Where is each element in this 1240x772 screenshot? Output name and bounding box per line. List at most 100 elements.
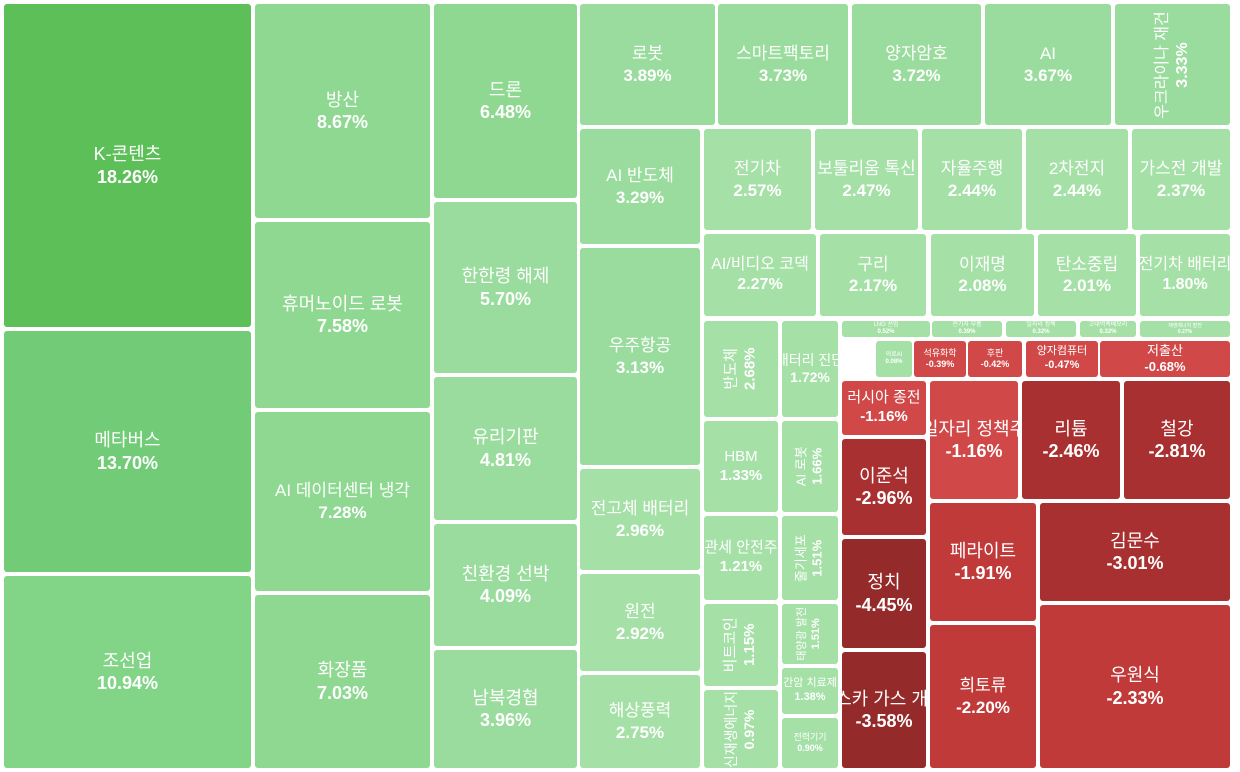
tile-change-label: 7.28% — [318, 502, 367, 522]
treemap-tile[interactable]: 페라이트 -1.91% — [930, 503, 1036, 621]
treemap-tile[interactable]: 자율주행 2.44% — [922, 129, 1022, 230]
tile-change-label: -0.42% — [980, 359, 1010, 369]
tile-name: AI 반도체 — [606, 166, 674, 186]
treemap-tile[interactable]: 양자암호 3.72% — [852, 4, 981, 125]
treemap-tile[interactable]: 신재생에너지 0.97% — [704, 690, 778, 768]
tile-change-label: 3.73% — [758, 65, 808, 85]
tile-name: 신재생에너지 — [723, 690, 740, 768]
tile-change-label: 2.44% — [1052, 180, 1102, 200]
treemap-tile[interactable]: 철강 -2.81% — [1124, 381, 1230, 499]
tile-name: 고대역폭메모리 — [1088, 321, 1128, 328]
tile-change-label: -3.58% — [855, 711, 913, 731]
tile-name: 알래스카 가스 개발 프 — [842, 688, 926, 709]
treemap-tile[interactable]: 전고체 배터리 2.96% — [580, 469, 700, 570]
treemap-tile[interactable]: LNG 선업 0.52% — [842, 321, 930, 337]
treemap-tile[interactable]: 드론 6.48% — [434, 4, 577, 198]
treemap-tile[interactable]: AI 로봇 1.66% — [782, 421, 838, 512]
treemap-tile[interactable]: 배터리 진단 1.72% — [782, 321, 838, 417]
treemap-tile[interactable]: 우원식 -2.33% — [1040, 605, 1230, 768]
treemap-tile[interactable]: 우주항공 3.13% — [580, 248, 700, 465]
tile-name: 희토류 — [959, 676, 1007, 696]
treemap-tile[interactable]: 보툴리움 톡신 2.47% — [815, 129, 918, 230]
treemap-tile[interactable]: 2차전지 2.44% — [1026, 129, 1128, 230]
treemap-tile[interactable]: 원전 2.92% — [580, 574, 700, 671]
tile-name: 원전 — [624, 602, 656, 622]
treemap-tile[interactable]: 가스전 개발 2.37% — [1132, 129, 1230, 230]
treemap-tile[interactable]: 로봇 3.89% — [580, 4, 715, 125]
tile-name: 재생에너지 발전 — [1168, 322, 1202, 329]
treemap-tile[interactable]: 희토류 -2.20% — [930, 625, 1036, 768]
treemap-tile[interactable]: AI/비디오 코덱 2.27% — [704, 234, 816, 316]
treemap-tile[interactable]: 정치 -4.45% — [842, 539, 926, 648]
treemap-tile[interactable]: 반도체 2.68% — [704, 321, 778, 417]
tile-change-label: 2.92% — [615, 623, 665, 643]
treemap-tile[interactable]: 고대역폭메모리 0.32% — [1080, 321, 1136, 337]
treemap-tile[interactable]: 화장품 7.03% — [255, 595, 430, 768]
treemap-tile[interactable]: 스마트팩토리 3.73% — [718, 4, 848, 125]
treemap-tile[interactable]: 친환경 선박 4.09% — [434, 524, 577, 646]
tile-name: 우주항공 — [608, 336, 672, 356]
treemap-tile[interactable]: 메타버스 13.70% — [4, 331, 251, 572]
tile-name: 메타버스 — [94, 430, 161, 450]
treemap-tile[interactable]: AI 데이터센터 냉각 7.28% — [255, 412, 430, 591]
treemap-tile[interactable]: 간암 치료제 1.38% — [782, 668, 838, 714]
treemap-tile[interactable]: 우크라이나 재건 3.33% — [1115, 4, 1230, 125]
tile-change-label: 1.51% — [810, 618, 822, 650]
treemap-tile[interactable]: 전력기기 0.90% — [782, 718, 838, 768]
tile-change-label: 1.15% — [740, 623, 758, 667]
treemap-tile[interactable]: 후판 -0.42% — [968, 341, 1022, 377]
tile-name: 김문수 — [1110, 530, 1160, 551]
treemap-tile[interactable]: 조선업 10.94% — [4, 576, 251, 768]
treemap-tile[interactable]: 이준석 -2.96% — [842, 439, 926, 535]
tile-name: 해상풍력 — [608, 701, 672, 721]
treemap-tile[interactable]: 한한령 해제 5.70% — [434, 202, 577, 373]
treemap-tile[interactable]: 러시아 종전 -1.16% — [842, 381, 926, 435]
tile-change-label: -2.81% — [1148, 441, 1206, 461]
treemap-tile[interactable]: 남북경협 3.96% — [434, 650, 577, 768]
tile-change-label: 5.70% — [479, 288, 532, 309]
tile-name: 휴머노이드 로봇 — [282, 293, 403, 314]
tile-name: 비트코인 — [722, 617, 740, 673]
treemap-tile[interactable]: 전기차 2.57% — [704, 129, 811, 230]
treemap-tile[interactable]: 석유화학 -0.39% — [914, 341, 966, 377]
tile-name: 2차전지 — [1048, 159, 1106, 179]
treemap-tile[interactable]: 저출산 -0.68% — [1100, 341, 1230, 377]
treemap-tile[interactable]: HBM 1.33% — [704, 421, 778, 512]
tile-name: 이준석 — [859, 465, 909, 486]
treemap-tile[interactable]: 전기차 배터리 1.80% — [1140, 234, 1230, 316]
tile-change-label: -4.45% — [855, 594, 913, 615]
tile-name: 저출산 — [1147, 342, 1183, 358]
tile-name: 반도체 — [722, 348, 740, 390]
treemap-tile[interactable]: 의료AI 0.08% — [876, 341, 912, 377]
treemap-tile[interactable]: 유리기판 4.81% — [434, 377, 577, 520]
treemap-tile[interactable]: AI 3.67% — [985, 4, 1111, 125]
treemap-tile[interactable]: 재생에너지 발전 0.27% — [1140, 321, 1230, 337]
treemap-tile[interactable]: AI 반도체 3.29% — [580, 129, 700, 244]
treemap-tile[interactable]: 리튬 -2.46% — [1022, 381, 1120, 499]
treemap-tile[interactable]: 김문수 -3.01% — [1040, 503, 1230, 601]
tile-change-label: 8.67% — [316, 112, 369, 132]
treemap-tile[interactable]: 방산 8.67% — [255, 4, 430, 218]
treemap-tile[interactable]: 휴머노이드 로봇 7.58% — [255, 222, 430, 408]
treemap-tile[interactable]: 일자리 정책주 -1.16% — [930, 381, 1018, 499]
treemap-tile[interactable]: 해상풍력 2.75% — [580, 675, 700, 768]
treemap-tile[interactable]: K-콘텐츠 18.26% — [4, 4, 251, 327]
tile-change-label: 13.70% — [96, 452, 159, 473]
treemap-tile[interactable]: 비트코인 1.15% — [704, 604, 778, 686]
tile-change-label: 2.47% — [842, 180, 891, 200]
treemap-tile[interactable]: 탄소중립 2.01% — [1038, 234, 1136, 316]
tile-change-label: 4.09% — [479, 586, 532, 606]
treemap-tile[interactable]: 관세 안전주 1.21% — [704, 516, 778, 600]
treemap-tile[interactable]: 태양광 발전 1.51% — [782, 604, 838, 664]
treemap-tile[interactable]: 이재명 2.08% — [931, 234, 1034, 316]
tile-change-label: 3.33% — [1173, 41, 1191, 88]
treemap-tile[interactable]: 구리 2.17% — [820, 234, 926, 316]
tile-name: 유리기판 — [472, 427, 539, 447]
treemap-tile[interactable]: 줄기세포 1.51% — [782, 516, 838, 600]
treemap-tile[interactable]: 알래스카 가스 개발 프-3.58% — [842, 652, 926, 768]
treemap-tile[interactable]: 전기차 부품 0.39% — [932, 321, 1002, 337]
treemap-tile[interactable]: 양자컴퓨터 -0.47% — [1026, 341, 1098, 377]
treemap-tile[interactable]: 일자리 정책 0.32% — [1006, 321, 1076, 337]
tile-change-label: 0.52% — [877, 329, 895, 335]
tile-change-label: 3.13% — [615, 357, 665, 377]
